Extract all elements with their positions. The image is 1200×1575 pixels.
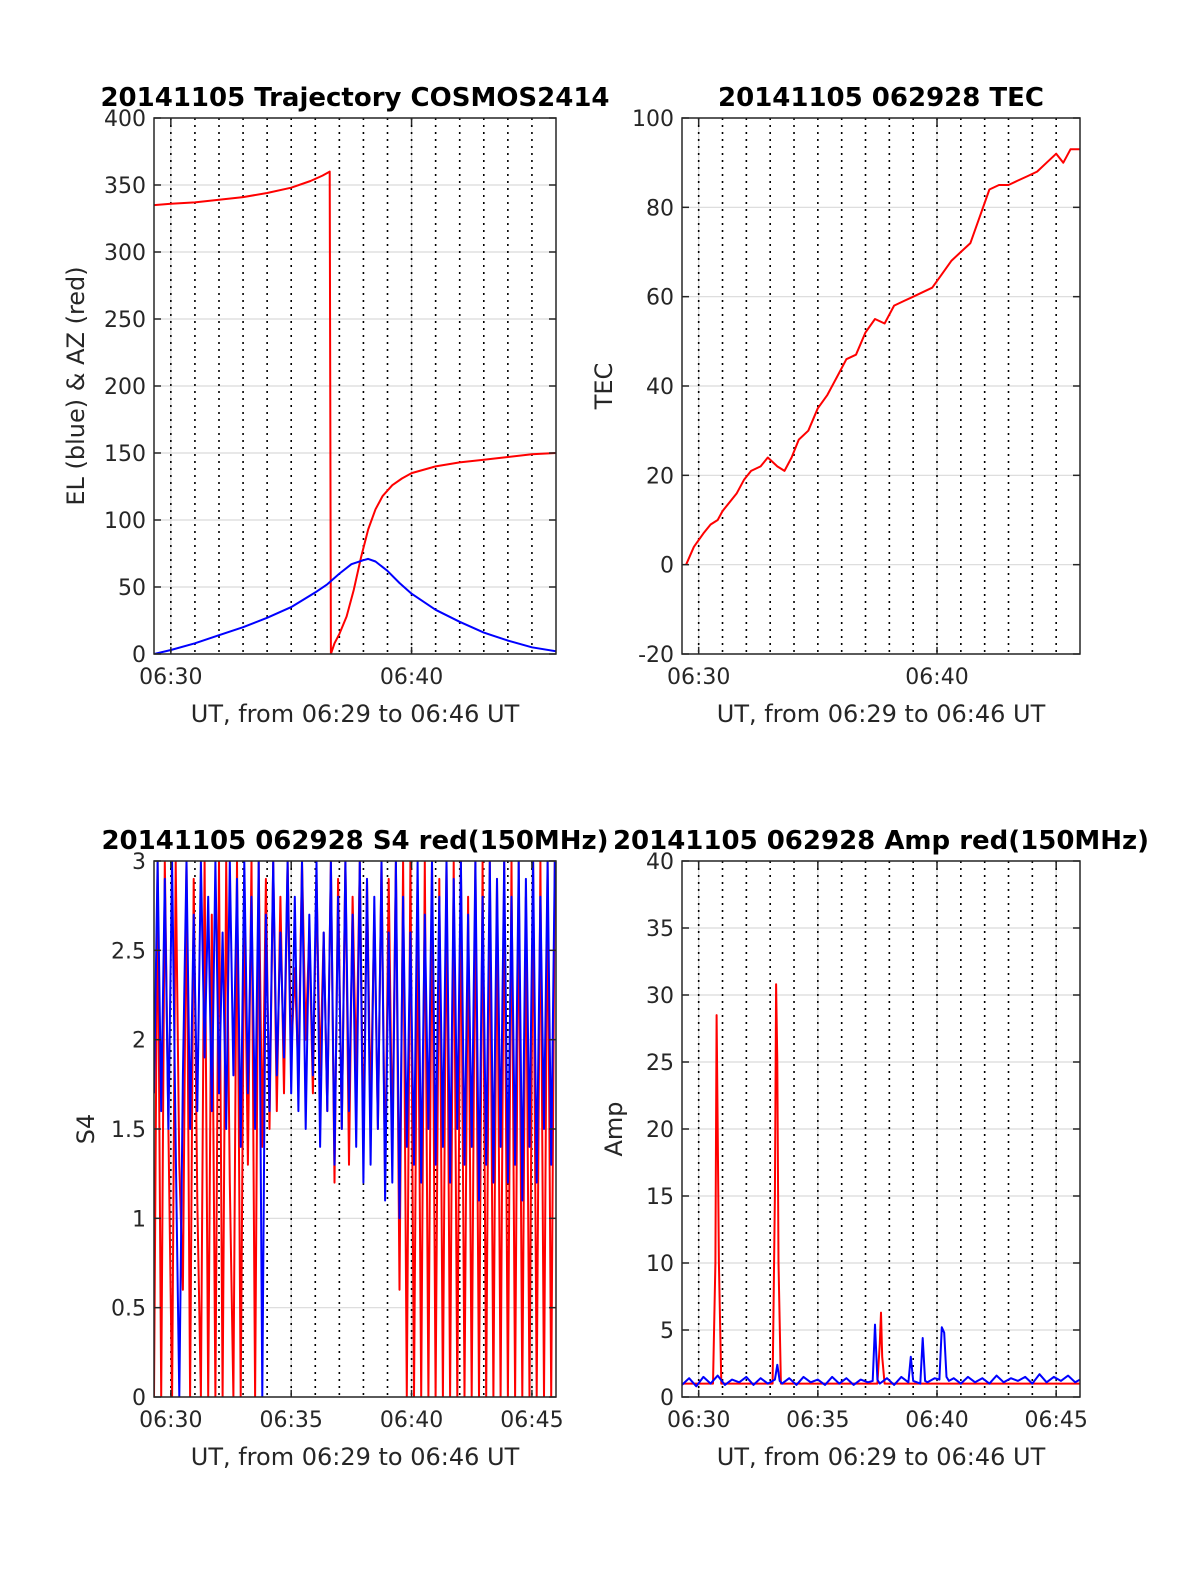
amp-xlabel: UT, from 06:29 to 06:46 UT <box>717 1443 1046 1471</box>
amp-ytick-label: 5 <box>660 1319 674 1344</box>
trajectory-ytick-label: 50 <box>118 576 146 601</box>
tec-ytick-label: 20 <box>646 464 674 489</box>
trajectory-ticks: 0 50 100 150 200 250 300 350 400 06:30 06:40 <box>104 107 556 690</box>
trajectory-xtick-label: 06:30 <box>139 665 202 690</box>
tec-ytick-label: 80 <box>646 196 674 221</box>
tec-ticks: -20 0 20 40 60 80 100 06:30 06:40 <box>632 107 1080 690</box>
tec-series <box>685 148 1080 566</box>
amp-xtick-label: 06:40 <box>905 1408 968 1433</box>
trajectory-ylabel: EL (blue) & AZ (red) <box>62 266 90 505</box>
s4-ytick-label: 0 <box>132 1386 146 1411</box>
trajectory-ytick-label: 200 <box>104 375 146 400</box>
tec-ytick-label: -20 <box>638 643 674 668</box>
s4-ytick-label: 2.5 <box>111 939 146 964</box>
tec-xtick-label: 06:30 <box>667 665 730 690</box>
tec-ytick-label: 100 <box>632 107 674 132</box>
s4-ytick-label: 1.5 <box>111 1118 146 1143</box>
trajectory-ytick-label: 0 <box>132 643 146 668</box>
trajectory-ytick-label: 300 <box>104 241 146 266</box>
trajectory-ytick-label: 400 <box>104 107 146 132</box>
amp-ytick-label: 0 <box>660 1386 674 1411</box>
tec-ytick-label: 40 <box>646 375 674 400</box>
s4-ylabel: S4 <box>72 1114 100 1145</box>
trajectory-xtick-label: 06:40 <box>380 665 443 690</box>
panel-trajectory: 0 50 100 150 200 250 300 350 400 06:30 06:40 20141… <box>62 83 610 728</box>
amp-ytick-label: 15 <box>646 1185 674 1210</box>
tec-ytick-label: 60 <box>646 286 674 311</box>
panel-amp: 0 5 10 15 20 25 30 35 40 06:30 06:35 06:40 06:45 201… <box>600 826 1149 1471</box>
tec-ylabel: TEC <box>590 363 618 411</box>
amp-series <box>682 983 1080 1388</box>
tec-xtick-label: 06:40 <box>905 665 968 690</box>
s4-xtick-label: 06:45 <box>500 1408 563 1433</box>
trajectory-ytick-label: 350 <box>104 174 146 199</box>
trajectory-series-red-line <box>154 170 556 654</box>
s4-xtick-label: 06:40 <box>380 1408 443 1433</box>
s4-ytick-label: 0.5 <box>111 1297 146 1322</box>
trajectory-xlabel: UT, from 06:29 to 06:46 UT <box>191 700 520 728</box>
amp-ytick-label: 10 <box>646 1252 674 1277</box>
amp-ylabel: Amp <box>600 1101 628 1156</box>
s4-ytick-label: 3 <box>132 850 146 875</box>
amp-grid <box>682 860 1080 1398</box>
s4-title: 20141105 062928 S4 red(150MHz) <box>101 826 608 856</box>
s4-series <box>154 861 556 1397</box>
tec-xlabel: UT, from 06:29 to 06:46 UT <box>717 700 1046 728</box>
amp-ytick-label: 30 <box>646 984 674 1009</box>
amp-xtick-label: 06:30 <box>667 1408 730 1433</box>
amp-series-blue-line <box>682 1323 1080 1388</box>
trajectory-title: 20141105 Trajectory COSMOS2414 <box>100 83 609 113</box>
s4-series-blue-line <box>154 861 556 1397</box>
amp-title: 20141105 062928 Amp red(150MHz) <box>613 826 1149 856</box>
s4-ytick-label: 1 <box>132 1207 146 1232</box>
s4-xtick-label: 06:35 <box>260 1408 323 1433</box>
trajectory-ytick-label: 100 <box>104 509 146 534</box>
amp-ticks: 0 5 10 15 20 25 30 35 40 06:30 06:35 06:40 06:45 <box>646 850 1088 1433</box>
amp-xtick-label: 06:45 <box>1024 1408 1087 1433</box>
tec-ytick-label: 0 <box>660 554 674 579</box>
amp-ytick-label: 40 <box>646 850 674 875</box>
trajectory-series <box>154 170 556 654</box>
tec-series-red-line <box>685 148 1080 566</box>
s4-xtick-label: 06:30 <box>139 1408 202 1433</box>
amp-ytick-label: 25 <box>646 1051 674 1076</box>
s4-ticks: 0 0.5 1 1.5 2 2.5 3 06:30 06:35 06:40 06:45 <box>111 850 564 1433</box>
s4-xlabel: UT, from 06:29 to 06:46 UT <box>191 1443 520 1471</box>
amp-series-red-line <box>682 983 1080 1385</box>
tec-title: 20141105 062928 TEC <box>718 83 1044 113</box>
amp-xtick-label: 06:35 <box>786 1408 849 1433</box>
amp-ytick-label: 20 <box>646 1118 674 1143</box>
trajectory-series-blue-line <box>154 557 556 654</box>
trajectory-ytick-label: 250 <box>104 308 146 333</box>
panel-s4: 0 0.5 1 1.5 2 2.5 3 06:30 06:35 06:40 06:45 201411… <box>72 826 609 1471</box>
amp-ytick-label: 35 <box>646 917 674 942</box>
trajectory-ytick-label: 150 <box>104 442 146 467</box>
s4-ytick-label: 2 <box>132 1029 146 1054</box>
panel-tec: -20 0 20 40 60 80 100 06:30 06:40 20141105 06292… <box>590 83 1081 728</box>
